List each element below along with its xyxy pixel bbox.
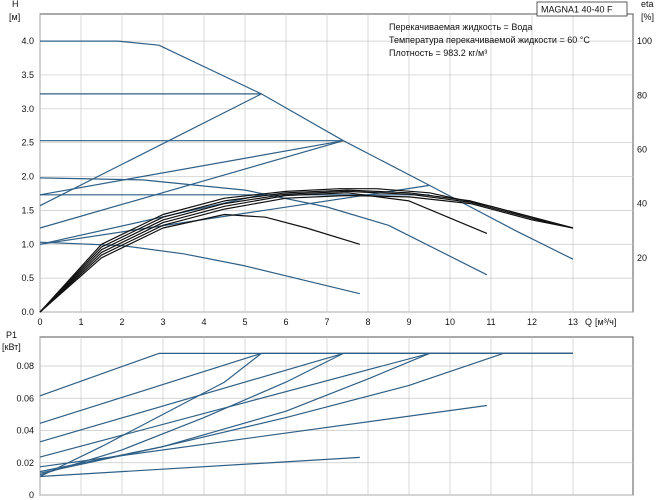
y-tick-label: 1.5: [21, 205, 34, 215]
head-axis-ticks: 0 1 2 3 4 5 6 7 8 9 10 11 12 130.00.51.01.52.02.53.03…: [21, 36, 652, 327]
y-tick-label: 3.5: [21, 70, 34, 80]
x-tick-label: 10: [445, 317, 455, 327]
x-tick-label: 7: [324, 317, 329, 327]
power-curve: [39, 352, 573, 397]
y2-axis-title: eta: [641, 0, 654, 9]
power-tick-label: 0.02: [16, 458, 34, 468]
head-grid: [39, 14, 633, 313]
control-line: [39, 194, 262, 245]
control-line: [39, 93, 262, 207]
chart-title: MAGNA1 40-40 F: [541, 5, 613, 15]
y2-axis-unit: [%]: [641, 12, 654, 22]
annotation-fluid: Перекачиваемая жидкость = Вода: [389, 22, 532, 32]
y-tick-label: 1.0: [21, 239, 34, 249]
efficiency-curve: [39, 189, 574, 313]
power-curve: [39, 352, 504, 473]
x-tick-label: 6: [283, 317, 288, 327]
power-tick-label: 0: [29, 490, 34, 500]
power-axis-unit: [кВт]: [2, 342, 21, 352]
head-plot-area: [39, 13, 634, 313]
head-curves: [39, 40, 574, 313]
head-curve: [39, 241, 360, 295]
x-tick-label: 0: [37, 317, 42, 327]
power-curve: [39, 352, 430, 474]
head-curve: [40, 40, 574, 260]
control-line: [39, 140, 344, 196]
efficiency-curve: [39, 213, 360, 313]
x-axis-title: Q: [585, 317, 592, 327]
y-tick-label: 2.0: [21, 172, 34, 182]
x-tick-label: 9: [406, 317, 411, 327]
x-tick-label: 4: [201, 317, 206, 327]
x-axis-unit: [м³/ч]: [595, 317, 616, 327]
x-tick-label: 8: [365, 317, 370, 327]
y2-tick-label: 100: [637, 36, 652, 46]
chart-title-box: [536, 1, 628, 17]
x-tick-label: 11: [486, 317, 495, 327]
y2-tick-label: 20: [637, 253, 647, 263]
power-curve: [39, 352, 262, 478]
annotation-density: Плотность = 983.2 кг/м³: [389, 48, 487, 58]
y2-tick-label: 40: [637, 199, 647, 209]
x-tick-label: 2: [119, 317, 124, 327]
y-tick-label: 4.0: [21, 36, 34, 46]
annotation-temperature: Температура перекачиваемой жидкости = 60…: [389, 35, 590, 45]
power-axis-ticks: 0 0.02 0.04 0.06 0.08: [16, 361, 34, 500]
power-tick-label: 0.06: [16, 393, 34, 403]
y-axis-unit: [м]: [9, 12, 20, 22]
y-axis-title: H: [12, 0, 19, 9]
power-curve: [39, 352, 573, 458]
y-tick-label: 0.5: [21, 273, 34, 283]
efficiency-curve: [39, 190, 574, 313]
y-tick-label: 3.0: [21, 104, 34, 114]
power-curve: [39, 352, 344, 476]
efficiency-curve: [39, 194, 574, 313]
efficiency-curve: [39, 192, 488, 313]
y-tick-label: 0.0: [21, 307, 34, 317]
power-curves: [39, 352, 573, 478]
x-tick-label: 12: [527, 317, 537, 327]
y2-tick-label: 60: [637, 144, 647, 154]
y2-tick-label: 80: [637, 90, 647, 100]
x-tick-label: 1: [78, 317, 83, 327]
power-curve: [39, 456, 360, 478]
power-tick-label: 0.04: [16, 426, 34, 436]
x-tick-label: 13: [568, 317, 578, 327]
x-tick-label: 3: [160, 317, 165, 327]
x-tick-label: 5: [242, 317, 247, 327]
y-tick-label: 2.5: [21, 138, 34, 148]
power-axis-title: P1: [6, 330, 17, 340]
power-tick-label: 0.08: [16, 361, 34, 371]
